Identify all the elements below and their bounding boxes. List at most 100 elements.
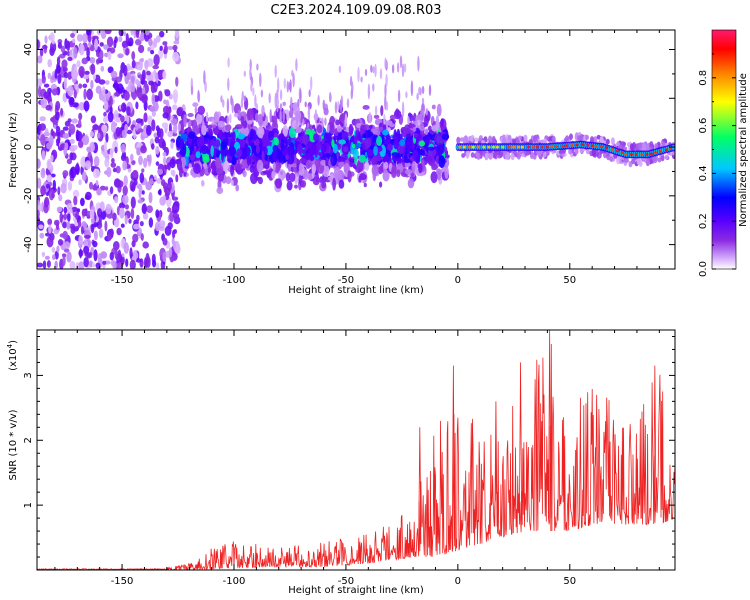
spectrogram-blob bbox=[190, 169, 194, 176]
spectrogram-blob bbox=[146, 70, 151, 76]
spectrogram-blob bbox=[126, 129, 133, 135]
spectrogram-blob bbox=[652, 156, 657, 162]
spectrogram-blob bbox=[527, 145, 531, 149]
spectrogram-blob bbox=[62, 170, 69, 177]
spectrogram-blob bbox=[135, 30, 140, 39]
spectrogram-blob bbox=[402, 127, 411, 135]
spectrogram-blob bbox=[120, 115, 125, 123]
spectrogram-blob bbox=[404, 169, 413, 175]
spectrogram-blob bbox=[581, 143, 585, 147]
spectrogram-blob bbox=[76, 131, 83, 142]
spectrogram-blob bbox=[148, 191, 153, 204]
spectrogram-blob bbox=[273, 133, 278, 138]
x-tick-label: 50 bbox=[563, 275, 576, 286]
spectrogram-blob bbox=[148, 154, 152, 165]
spectrogram-blob bbox=[176, 107, 183, 117]
spectrogram-blob bbox=[72, 38, 76, 44]
spectrogram-blob bbox=[70, 33, 75, 38]
spectrogram-blob bbox=[151, 93, 156, 106]
spectrogram-blob bbox=[254, 94, 257, 108]
spectrogram-blob bbox=[246, 154, 252, 166]
spectrogram-blob bbox=[495, 145, 499, 149]
spectrogram-blob bbox=[173, 122, 178, 134]
spectrogram-blob bbox=[640, 153, 644, 156]
spectrogram-blob bbox=[128, 218, 132, 224]
spectrogram-blob bbox=[167, 222, 173, 230]
spectrogram-blob bbox=[145, 181, 153, 191]
spectrogram-blob bbox=[99, 42, 104, 47]
spectrogram-blob bbox=[310, 143, 317, 155]
spectrogram-blob bbox=[332, 177, 336, 191]
spectrogram-blob bbox=[152, 81, 158, 92]
spectrogram-blob bbox=[491, 145, 495, 149]
spectrogram-blob bbox=[478, 135, 483, 141]
spectrogram-blob bbox=[302, 169, 309, 180]
spectrogram-blob bbox=[396, 169, 401, 178]
spectrogram-blob bbox=[249, 68, 252, 78]
svg-text:(x104): (x104) bbox=[6, 340, 19, 371]
spectrogram-blob bbox=[46, 236, 54, 248]
spectrogram-blob bbox=[383, 114, 386, 125]
spectrogram-blob bbox=[367, 83, 371, 100]
spectrogram-blob bbox=[59, 212, 63, 223]
spectrogram-blob bbox=[391, 165, 397, 178]
spectrogram-blob bbox=[436, 103, 442, 117]
colorbar-label: Normalized spectral amplitude bbox=[738, 73, 749, 227]
spectrogram-blob bbox=[372, 83, 375, 92]
spectrogram-blob bbox=[132, 169, 139, 179]
snr-ylabel: SNR (10 * v/v) bbox=[8, 409, 19, 480]
spectrogram-blob bbox=[86, 146, 92, 152]
spectrogram-blob bbox=[62, 255, 66, 266]
spectrogram-blob bbox=[255, 112, 259, 123]
spectrogram-blob bbox=[217, 173, 224, 182]
spectrogram-blob bbox=[74, 163, 80, 176]
spectrogram-blob bbox=[114, 249, 118, 260]
spectrogram-blob bbox=[104, 30, 112, 35]
spectrogram-blob bbox=[304, 153, 312, 160]
spectrogram-blob bbox=[196, 113, 203, 125]
spectrogram-blob bbox=[629, 143, 634, 151]
spectrogram-blob bbox=[116, 180, 124, 188]
spectrogram-blob bbox=[40, 134, 46, 146]
spectrogram-blob bbox=[92, 240, 98, 248]
spectrogram-blob bbox=[62, 230, 68, 240]
spectrogram-blob bbox=[105, 80, 110, 85]
spectrogram-blob bbox=[311, 165, 315, 179]
spectrogram-blob bbox=[154, 174, 157, 181]
spectrogram-blob bbox=[133, 251, 139, 260]
spectrogram-blob bbox=[230, 179, 234, 186]
spectrogram-blob bbox=[255, 103, 258, 110]
spectrogram-blob bbox=[377, 166, 384, 175]
spectrogram-blob bbox=[295, 58, 298, 72]
spectrogram-blob bbox=[154, 136, 160, 144]
spectrogram-blob bbox=[143, 157, 148, 168]
spectrogram-blob bbox=[406, 143, 411, 155]
spectrogram-blob bbox=[82, 135, 90, 146]
spectrogram-blob bbox=[106, 166, 112, 178]
spectrogram-blob bbox=[96, 58, 100, 65]
spectrogram-blob bbox=[280, 154, 285, 165]
spectrogram-blob bbox=[155, 161, 160, 166]
spectrogram-blob bbox=[323, 153, 332, 158]
spectrogram-blob bbox=[172, 170, 176, 177]
colorbar-tick-label: 0.8 bbox=[698, 70, 709, 86]
spectrogram-blob bbox=[117, 249, 122, 260]
spectrogram-blob bbox=[129, 247, 133, 259]
spectrogram-blob bbox=[329, 122, 335, 135]
spectrogram-blob bbox=[43, 91, 49, 99]
spectrogram-blob bbox=[66, 221, 71, 230]
spectrogram-blob bbox=[79, 248, 83, 259]
spectrogram-blob bbox=[274, 64, 277, 78]
spectrogram-blob bbox=[116, 227, 122, 236]
figure-title: C2E3.2024.109.09.08.R03 bbox=[270, 3, 441, 18]
spectrogram-blob bbox=[343, 146, 349, 153]
spectrogram-blob bbox=[585, 134, 589, 141]
spectrogram-blob bbox=[201, 124, 207, 136]
spectrogram-blob bbox=[243, 128, 249, 136]
spectrogram-blob bbox=[605, 138, 610, 145]
spectrogram-blob bbox=[172, 44, 178, 51]
snr-scale-close: ) bbox=[8, 340, 19, 344]
spectrogram-blob bbox=[369, 124, 373, 129]
spectrogram-blob bbox=[103, 115, 109, 124]
spectrogram-blob bbox=[393, 139, 399, 150]
